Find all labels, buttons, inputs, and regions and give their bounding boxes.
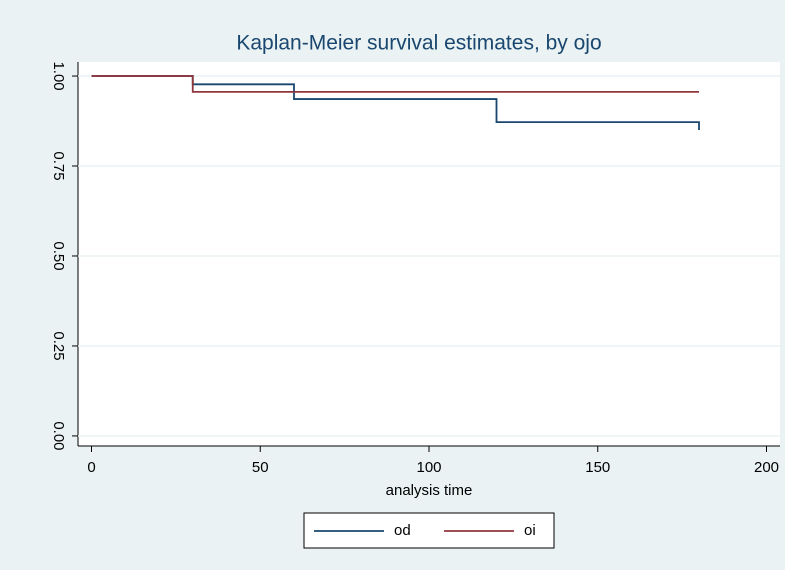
x-axis-label: analysis time	[386, 482, 473, 499]
legend-label: od	[394, 522, 411, 539]
y-tick-label: 1.00	[50, 61, 67, 90]
y-tick-label: 0.50	[50, 241, 67, 270]
chart-title: Kaplan-Meier survival estimates, by ojo	[236, 32, 601, 55]
y-tick-label: 0.75	[50, 151, 67, 180]
x-tick-label: 50	[252, 459, 269, 476]
legend-label: oi	[524, 522, 536, 539]
x-tick-label: 200	[754, 459, 779, 476]
survival-line	[91, 75, 699, 93]
plot-area	[78, 62, 780, 446]
y-tick-label: 0.00	[50, 421, 67, 450]
x-tick-label: 0	[87, 459, 95, 476]
x-tick-label: 100	[416, 459, 441, 476]
x-tick-label: 150	[585, 459, 610, 476]
y-tick-label: 0.25	[50, 331, 67, 360]
